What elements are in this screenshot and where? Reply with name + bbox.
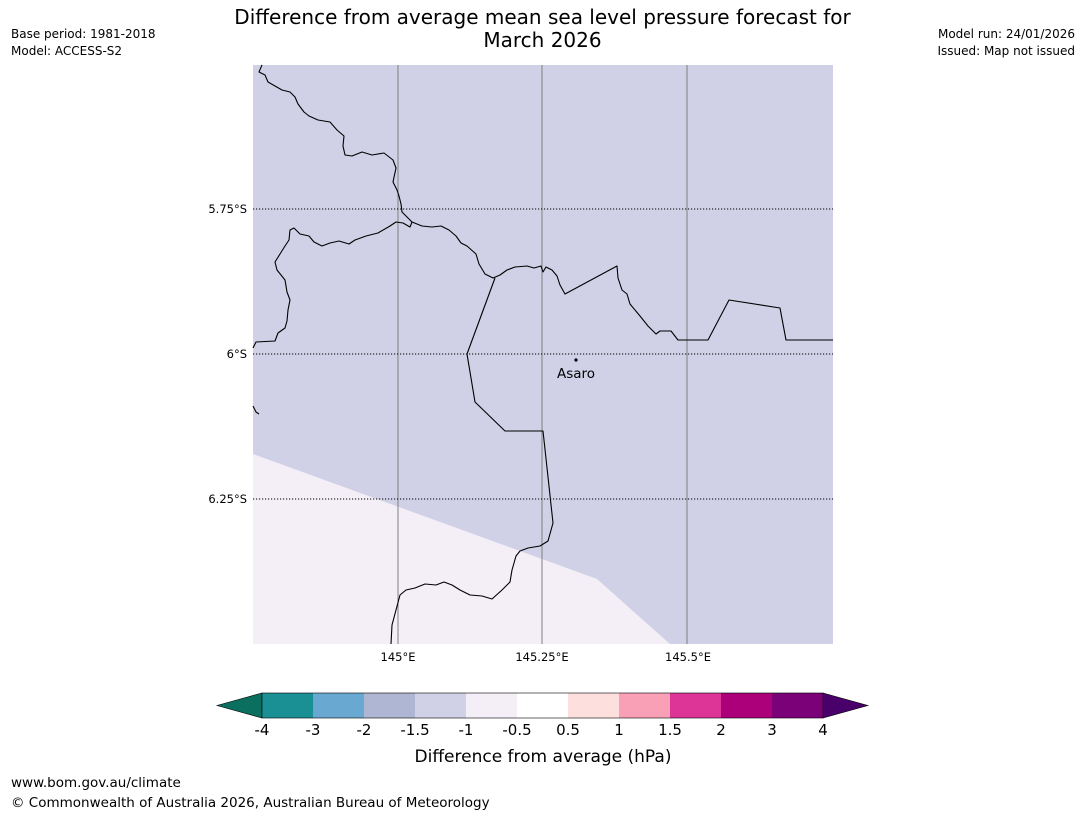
colorbar-tick-label: 1.5 bbox=[658, 721, 682, 739]
colorbar-box bbox=[772, 693, 824, 718]
colorbar-box bbox=[364, 693, 416, 718]
colorbar-box bbox=[568, 693, 620, 718]
lat-label-5-75: 5.75°S bbox=[208, 202, 247, 216]
colorbar-over-arrow bbox=[822, 692, 870, 719]
boundary-inner bbox=[390, 277, 554, 645]
colorbar-tick-label: 2 bbox=[716, 721, 726, 739]
issued-text: Issued: Map not issued bbox=[937, 44, 1075, 58]
colorbar-tick-label: -3 bbox=[306, 721, 321, 739]
colorbar-tick-label: -1.5 bbox=[400, 721, 429, 739]
map-title: Difference from average mean sea level p… bbox=[200, 6, 885, 52]
latitude-labels: 5.75°S 6°S 6.25°S bbox=[208, 202, 247, 506]
colorbar-tick-label: 1 bbox=[614, 721, 624, 739]
colorbar-box bbox=[313, 693, 365, 718]
map-region-low bbox=[253, 454, 670, 644]
colorbar-box bbox=[619, 693, 671, 718]
footer-copyright: © Commonwealth of Australia 2026, Austra… bbox=[11, 795, 490, 811]
colorbar-tick-label: 3 bbox=[767, 721, 777, 739]
title-line-2: March 2026 bbox=[483, 28, 602, 52]
colorbar-box bbox=[670, 693, 722, 718]
asaro-marker bbox=[574, 358, 578, 362]
model-run-text: Model run: 24/01/2026 bbox=[937, 27, 1075, 41]
colorbar-tick-label: 0.5 bbox=[556, 721, 580, 739]
title-line-1: Difference from average mean sea level p… bbox=[234, 5, 851, 29]
colorbar-tick-label: -0.5 bbox=[502, 721, 531, 739]
colorbar-box bbox=[517, 693, 569, 718]
colorbar-boxes bbox=[215, 692, 870, 719]
colorbar-tick-label: -2 bbox=[357, 721, 372, 739]
colorbar-outline bbox=[261, 692, 824, 719]
colorbar-box bbox=[721, 693, 773, 718]
lat-label-6: 6°S bbox=[227, 347, 247, 361]
model-text: Model: ACCESS-S2 bbox=[11, 44, 123, 58]
colorbar-box bbox=[466, 693, 518, 718]
colorbar-ticks: -4 -3 -2 -1.5 -1 -0.5 0.5 1 1.5 2 3 4 bbox=[255, 721, 828, 739]
forecast-map: Asaro 5.75°S 6°S 6.25°S 145°E 145.25°E 1… bbox=[208, 64, 833, 664]
colorbar-label: Difference from average (hPa) bbox=[415, 747, 672, 767]
colorbar-tick-label: 4 bbox=[818, 721, 828, 739]
boundary-north bbox=[252, 64, 413, 349]
colorbar-under-arrow bbox=[215, 692, 263, 719]
base-period-text: Base period: 1981-2018 bbox=[11, 27, 156, 41]
province-boundaries bbox=[252, 64, 833, 645]
colorbar-tick-label: -4 bbox=[255, 721, 270, 739]
parallels bbox=[253, 208, 833, 500]
colorbar-box bbox=[415, 693, 467, 718]
colorbar-box bbox=[262, 693, 314, 718]
boundary-central bbox=[411, 221, 833, 341]
lon-label-145-5: 145.5°E bbox=[665, 650, 711, 664]
lon-label-145: 145°E bbox=[381, 650, 416, 664]
lat-label-6-25: 6.25°S bbox=[208, 492, 247, 506]
lon-label-145-25: 145.25°E bbox=[515, 650, 568, 664]
longitude-labels: 145°E 145.25°E 145.5°E bbox=[381, 650, 711, 664]
footer-url: www.bom.gov.au/climate bbox=[11, 775, 181, 791]
asaro-label: Asaro bbox=[557, 366, 595, 382]
boundary-edge-fragment bbox=[252, 405, 260, 415]
colorbar-tick-label: -1 bbox=[459, 721, 474, 739]
